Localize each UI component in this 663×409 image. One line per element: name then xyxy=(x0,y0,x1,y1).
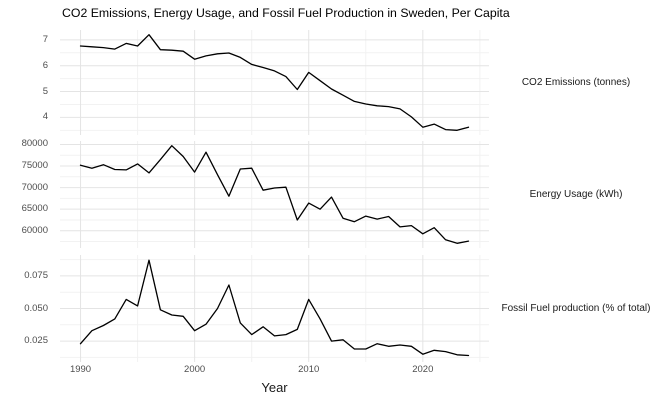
y-axis-co2: 4 5 6 7 xyxy=(0,30,54,135)
facet-label-fossil: Fossil Fuel production (% of total) xyxy=(501,303,651,314)
facet-label-energy: Energy Usage (kWh) xyxy=(529,189,623,200)
y-axis-energy: 60000 65000 70000 75000 80000 xyxy=(0,138,54,248)
data-line-co2 xyxy=(79,34,470,131)
facet-row-energy: 60000 65000 70000 75000 80000 Energy Usage (… xyxy=(0,138,663,248)
y-tick-label: 6 xyxy=(42,59,48,71)
y-tick-label: 70000 xyxy=(21,181,48,193)
y-tick-label: 65000 xyxy=(21,203,48,215)
y-tick-label: 80000 xyxy=(21,138,48,150)
facet-row-fossil: 0.025 0.050 0.075 Fossil Fuel production (… xyxy=(0,255,663,362)
facet-label-co2: CO2 Emissions (tonnes) xyxy=(521,77,631,88)
facet-panel-energy xyxy=(60,141,489,248)
data-line-energy xyxy=(79,145,470,244)
y-tick-label: 4 xyxy=(42,111,48,123)
y-tick-label: 7 xyxy=(42,33,48,45)
x-axis-title: Year xyxy=(261,380,288,395)
x-tick-label: 1990 xyxy=(69,364,92,375)
y-tick-label: 60000 xyxy=(21,224,48,236)
chart-title: CO2 Emissions, Energy Usage, and Fossil … xyxy=(62,6,510,20)
x-axis: 1990 2000 2010 2020 xyxy=(60,364,489,378)
data-line-fossil xyxy=(79,259,470,357)
y-tick-label: 0.025 xyxy=(24,335,48,347)
facet-panel-co2 xyxy=(60,30,489,135)
y-tick-label: 5 xyxy=(42,85,48,97)
y-axis-fossil: 0.025 0.050 0.075 xyxy=(0,255,54,362)
facet-row-co2: 4 5 6 7 CO2 Emissions (tonnes) xyxy=(0,30,663,135)
x-tick-label: 2020 xyxy=(412,364,434,375)
x-tick-label: 2000 xyxy=(184,364,206,375)
y-tick-label: 75000 xyxy=(21,160,48,172)
y-tick-label: 0.050 xyxy=(24,302,48,314)
y-tick-label: 0.075 xyxy=(24,269,48,281)
facet-panel-fossil xyxy=(60,255,489,362)
x-tick-label: 2010 xyxy=(298,364,320,375)
